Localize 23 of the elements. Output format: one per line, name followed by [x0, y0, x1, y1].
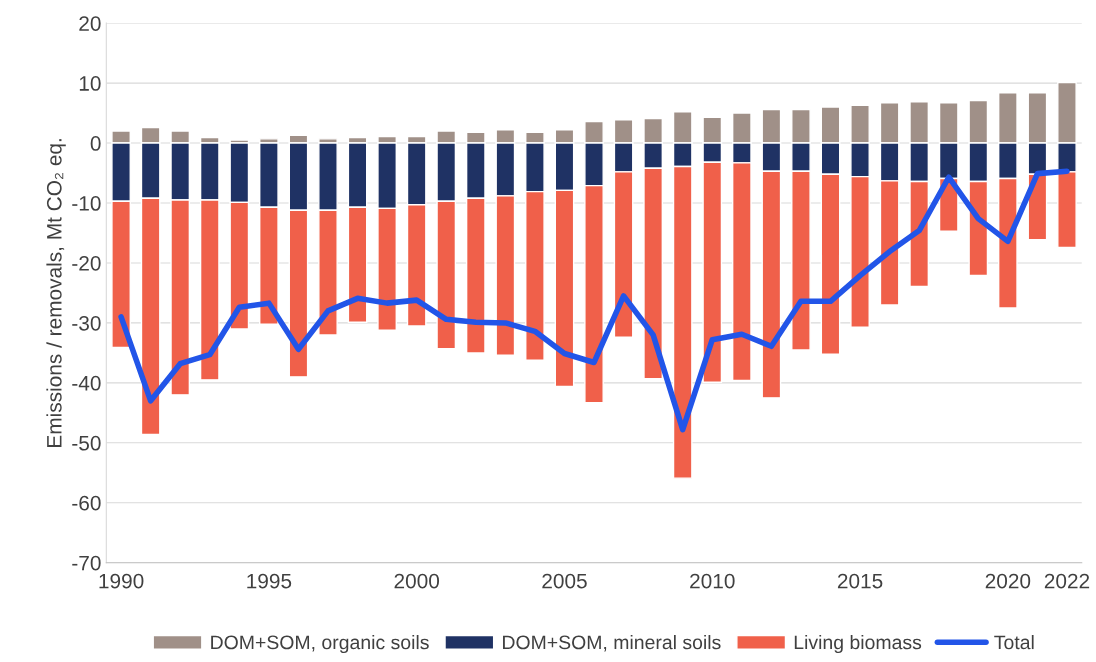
x-tick-label: 2010 [690, 573, 735, 589]
y-tick-label: -50 [72, 435, 101, 451]
legend-label: Total [994, 634, 1034, 650]
y-tick-label: 10 [79, 76, 101, 91]
legend-label: DOM+SOM, organic soils [211, 634, 429, 654]
y-tick-label: -70 [72, 555, 101, 571]
x-tick-label: 1995 [247, 573, 292, 589]
y-tick-label: -30 [72, 315, 101, 331]
x-tick-label: 2015 [837, 573, 883, 589]
x-tick-label: 1990 [99, 573, 144, 589]
y-axis-title: Emissions / removals, Mt CO₂ eq. [46, 139, 66, 447]
legend-label: DOM+SOM, mineral soils [503, 634, 721, 652]
y-tick-label: -10 [72, 196, 101, 211]
y-tick-label: -40 [72, 375, 101, 391]
x-tick-label: 2020 [985, 573, 1031, 589]
x-tick-label: 2000 [394, 573, 440, 589]
x-tick-label: 2022 [1044, 573, 1090, 589]
x-tick-label: 2005 [542, 573, 587, 589]
y-tick-label: -20 [72, 255, 101, 271]
legend-label: Living biomass [794, 634, 922, 654]
y-tick-label: 20 [79, 16, 101, 31]
y-tick-label: 0 [90, 136, 101, 151]
y-tick-label: -60 [72, 495, 101, 511]
